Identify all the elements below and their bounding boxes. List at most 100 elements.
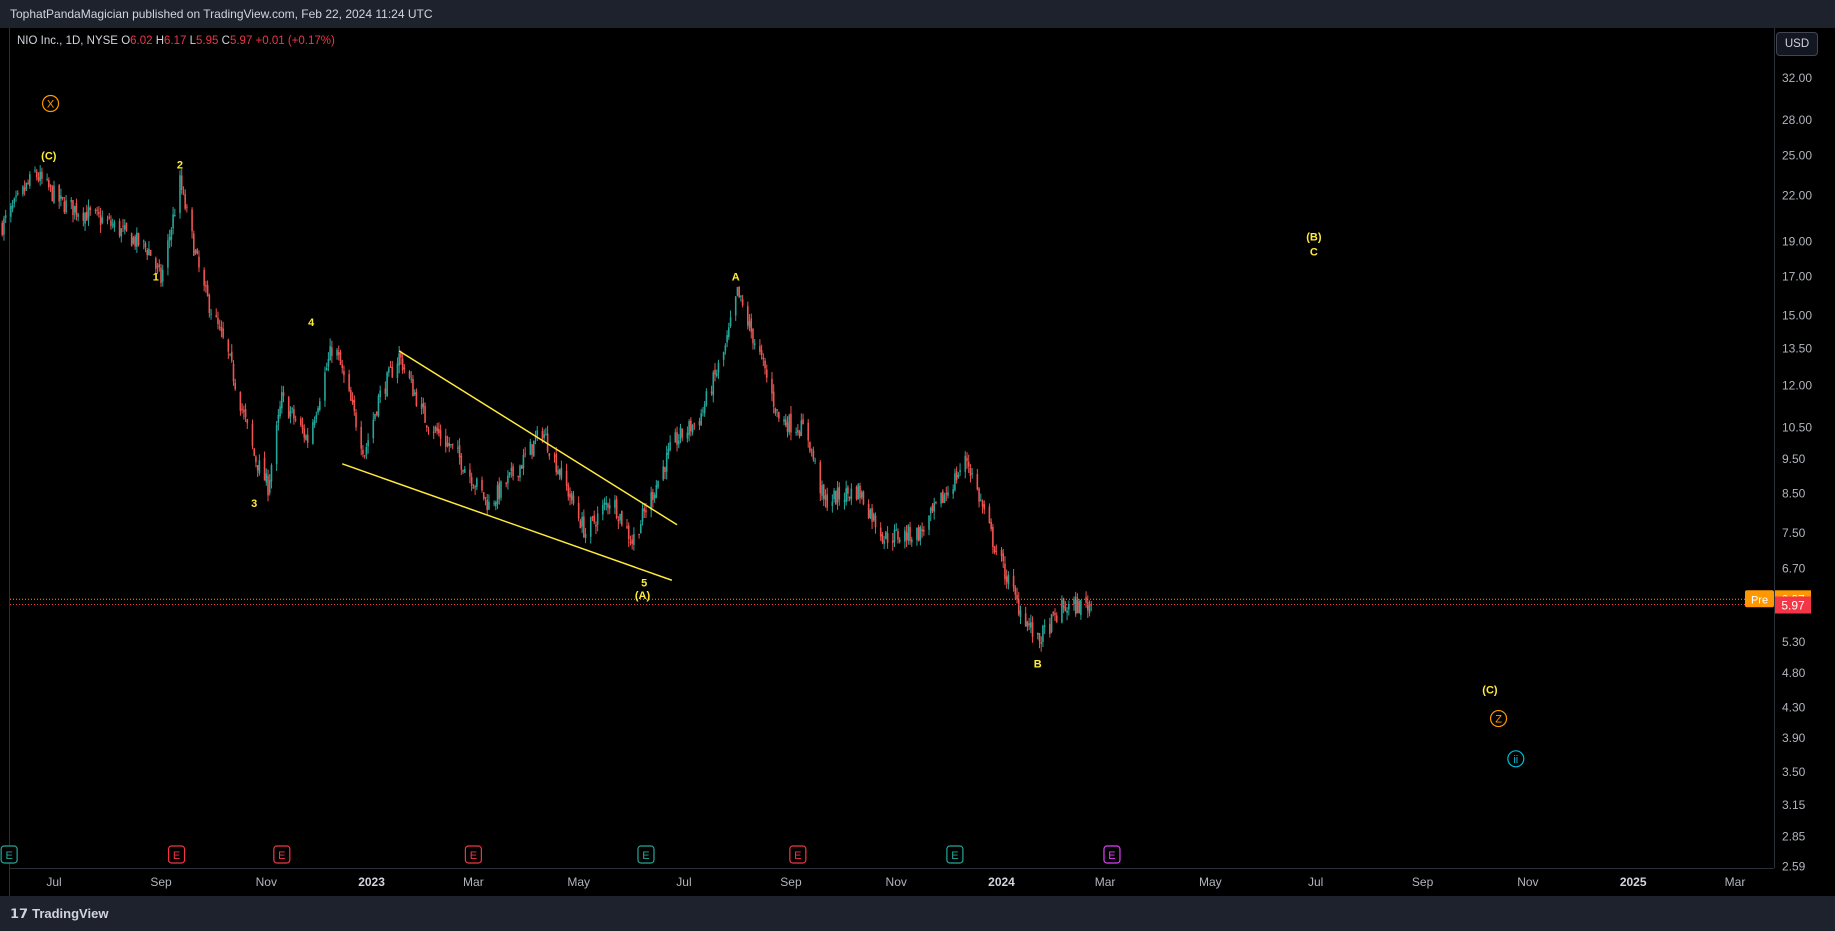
candle-body (990, 521, 992, 529)
candle-body (444, 435, 447, 447)
candle-body (353, 399, 356, 411)
candle-body (826, 494, 828, 508)
candle-body (676, 432, 678, 445)
candle-body (234, 382, 237, 390)
candle-body (1024, 613, 1027, 627)
candle-body (215, 315, 218, 318)
candle-body (665, 453, 668, 472)
x-tick-label: Nov (256, 875, 277, 889)
candle-body (583, 516, 585, 538)
candle-body (1016, 594, 1018, 600)
y-tick-label: 4.80 (1782, 666, 1806, 680)
candle-body (1000, 549, 1003, 556)
candle-body (289, 411, 292, 417)
candle-body (1, 222, 4, 235)
candle-body (210, 313, 212, 315)
candle-body (341, 364, 344, 369)
candle-body (595, 524, 597, 527)
candle-body (1073, 599, 1075, 605)
candle-body (46, 178, 48, 180)
candle-body (669, 441, 671, 451)
earnings-marker: E (946, 845, 964, 864)
y-tick-label: 17.00 (1782, 269, 1812, 283)
candle-body (1017, 599, 1020, 615)
x-tick-label: Jul (676, 875, 691, 889)
candle-body (650, 492, 652, 511)
tradingview-logo[interactable]: 𝟭𝟳 TradingView (10, 906, 108, 922)
candle-body (315, 414, 318, 420)
candle-body (450, 444, 452, 446)
candle-body (1066, 610, 1068, 614)
candle-body (945, 492, 948, 495)
candle-body (831, 501, 834, 506)
candle-body (137, 233, 140, 245)
candle-body (531, 444, 533, 455)
candle-body (602, 504, 604, 515)
candle-body (1038, 633, 1041, 642)
candle-body (144, 243, 147, 248)
candle-body (484, 497, 487, 499)
candle-body (1086, 602, 1089, 611)
candle-body (367, 440, 369, 447)
candle-body (486, 499, 488, 511)
candle-body (87, 207, 90, 219)
pre-label: Pre (1751, 594, 1768, 606)
chart-pane[interactable] (9, 28, 1775, 896)
candle-body (836, 487, 839, 503)
candle-body (881, 534, 884, 543)
candle-body (156, 266, 159, 268)
candle-body (736, 287, 739, 296)
wave-label: 5 (641, 578, 647, 590)
candle-body (427, 429, 430, 431)
candle-body (517, 475, 520, 477)
x-tick-label: 2023 (358, 875, 385, 889)
y-tick-label: 3.50 (1782, 765, 1806, 779)
candle-body (847, 487, 849, 494)
candle-body (734, 296, 737, 316)
x-tick-label: Jul (1308, 875, 1323, 889)
candle-body (548, 453, 551, 457)
candle-body (969, 467, 972, 476)
candle-body (439, 430, 442, 439)
candle-body (89, 207, 92, 211)
x-tick-label: May (1199, 875, 1222, 889)
candle-body (130, 233, 133, 247)
candle-body (655, 485, 658, 498)
candle-body (677, 440, 680, 445)
candle-body (460, 455, 463, 470)
candle-body (136, 232, 138, 247)
candle-body (500, 481, 502, 498)
candle-body (1031, 622, 1034, 637)
candle-body (1054, 613, 1056, 615)
candle-body (838, 486, 841, 500)
candle-body (883, 540, 885, 544)
candle-body (717, 362, 720, 373)
candle-body (15, 195, 17, 198)
candle-body (629, 542, 632, 544)
candle-body (1026, 621, 1029, 627)
candle-body (753, 343, 756, 346)
candle-body (388, 368, 390, 373)
candle-body (664, 467, 666, 472)
currency-button[interactable]: USD (1776, 32, 1818, 56)
candle-body (434, 426, 437, 431)
candle-body (203, 269, 205, 286)
candle-body (614, 500, 616, 508)
candle-body (824, 495, 827, 501)
y-tick-label: 15.00 (1782, 309, 1812, 323)
y-tick-label: 12.00 (1782, 379, 1812, 393)
candle-body (667, 448, 670, 455)
candle-body (693, 423, 696, 425)
candle-body (740, 296, 742, 298)
earnings-icon: E (5, 850, 12, 862)
candle-body (48, 179, 50, 188)
candle-body (263, 457, 266, 481)
candle-body (327, 359, 330, 367)
candle-body (75, 203, 78, 216)
candle-body (408, 371, 411, 378)
candle-body (631, 539, 633, 544)
candle-body (291, 408, 293, 410)
candle-body (13, 198, 16, 204)
candle-body (928, 515, 930, 530)
